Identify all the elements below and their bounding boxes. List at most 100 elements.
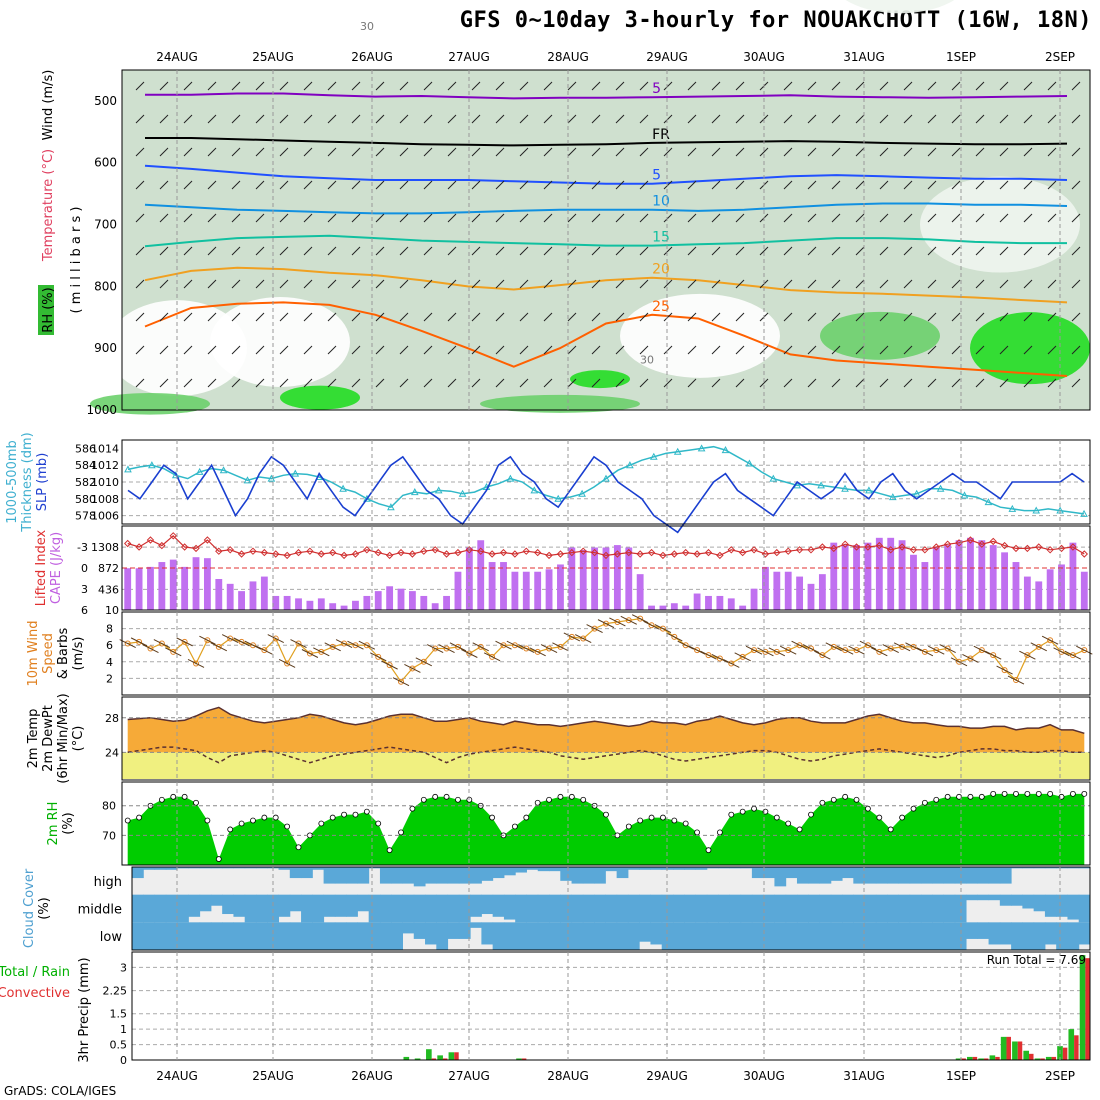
cloud-high-bar [199,867,212,869]
date-label-top: 2SEP [1045,50,1075,64]
rh-shade [845,0,955,14]
cloud-middle-bar [143,894,156,923]
wind-barb [495,312,505,322]
cloud-middle-bar [458,894,471,923]
wind-barb [183,213,193,223]
wind-barb [1047,147,1057,157]
li-marker [1046,546,1054,554]
cloud-high-bar [458,867,471,884]
ytick-label: 800 [94,279,117,293]
wind-barb [449,642,467,652]
li-marker [613,550,622,558]
rh-marker [739,808,746,815]
cloud-high-bar [718,867,730,869]
ylabel-line: (%) [37,897,52,920]
wind-barb [519,147,529,157]
cloud-low-bar [1022,922,1035,950]
wind-barb [1023,147,1033,157]
li-marker [1035,543,1043,551]
cape-bar [147,566,154,610]
slp-frame [121,439,1091,525]
wind-speed-marker [170,648,177,655]
cloud-low-bar [751,922,764,950]
cloud-low-bar [1056,922,1068,950]
wind-speed-marker [876,648,883,655]
cape-bar [830,542,838,610]
cloud-low-bar [391,922,403,950]
wind-speed-marker [181,638,188,645]
cloud-middle-bar [244,894,257,923]
cloud-high-bar [639,867,651,870]
cloud-middle-bar [233,894,246,917]
wind-barb [153,639,171,648]
wind-barb [975,114,985,124]
cloud-low-bar [977,922,990,939]
wind-barb [687,180,697,190]
thickness-marker [1008,504,1017,512]
ytick-right: 872 [98,562,119,575]
wind-barb [255,81,265,91]
wind-speed-marker [546,645,553,652]
ylabel-line: Speed [41,633,56,674]
wind-speed-marker [375,653,382,660]
cloud-middle-bar [639,894,651,923]
wind-barb [399,378,409,388]
cloud-high-bar [436,867,449,884]
wind-barb [301,649,319,658]
cape-bar [932,547,940,610]
cloud-high-bar [143,867,156,870]
cloud-middle-bar [379,894,392,923]
wind-barb [928,645,945,655]
wind-barb [399,213,409,223]
wind-speed-marker [637,615,644,622]
wind-speed-marker [534,648,541,655]
wind-barb [879,378,889,388]
li-marker [249,547,257,555]
cloud-high-bar [842,867,854,879]
precip-total-bar [448,1052,455,1060]
rh-contour-label: 30 [640,354,654,367]
rh-marker [603,811,609,818]
cape-bar [1012,562,1020,610]
wind-barb [1023,378,1033,388]
cloud-high-bar [503,867,516,876]
wind-barb [313,647,330,657]
date-label-top: 29AUG [646,50,688,64]
wind-barb [519,81,529,91]
cloud-middle-bar [278,894,291,917]
wind-barb [1007,675,1025,685]
wind-barb [734,652,751,662]
wind-barb [615,279,625,289]
wind-barb [615,81,625,91]
ylabel-line: 2m DewPt [41,705,56,772]
wind-barb [615,312,625,322]
wind-speed-marker [398,678,405,685]
thickness-marker [219,466,228,474]
wind-barb [447,213,457,223]
wind-barb [687,246,697,256]
cloud-middle-bar [616,894,629,923]
cloud-high-bar [706,867,719,869]
rh-marker [728,811,735,818]
cloud-high-bar [379,867,392,884]
rh-marker [136,814,142,821]
wind-barb [1030,642,1047,652]
wind-barb [231,345,241,355]
cloud-middle-bar [695,894,708,923]
wind-speed-marker [978,647,985,654]
wind-barb [543,345,553,355]
wind-barb [879,180,889,190]
cloud-high-bar [763,867,775,879]
wind-barb [370,652,387,662]
rh-marker [842,793,849,800]
wind-barb [159,81,169,91]
wind-barb [631,614,649,624]
wind-barb [447,312,457,322]
wind-barb [567,81,577,91]
wind-barb [327,345,337,355]
li-marker [727,546,735,554]
wind-barb [615,345,625,355]
ytick-left: 586 [75,442,96,455]
li-marker [921,546,929,554]
wind-speed-marker [682,642,689,649]
